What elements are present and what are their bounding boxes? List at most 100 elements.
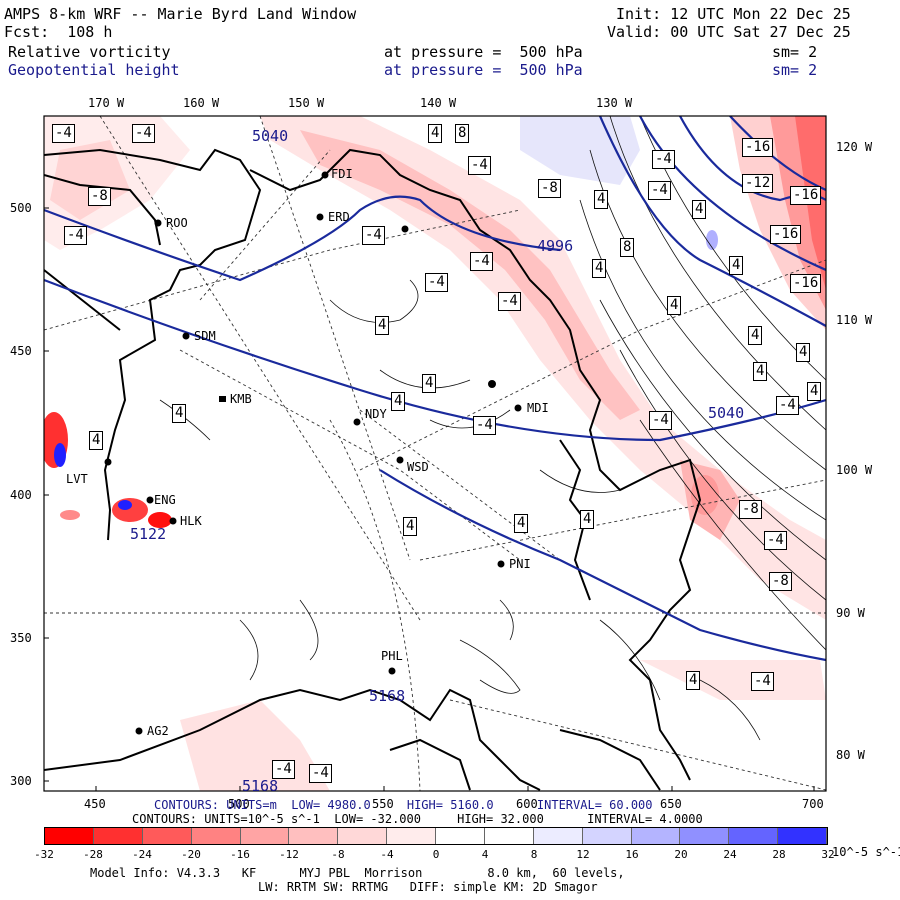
- colorbar-swatch: [680, 828, 730, 844]
- map-field: [44, 116, 826, 791]
- height-contour-info: CONTOURS: UNITS=m LOW= 4980.0 HIGH= 5160…: [154, 798, 653, 812]
- vorticity-label: -4: [498, 292, 521, 311]
- vorticity-label: -4: [473, 416, 496, 435]
- colorbar-swatch: [533, 828, 583, 844]
- vorticity-label: -8: [769, 572, 792, 591]
- vorticity-label: -4: [362, 226, 385, 245]
- colorbar-tick: 12: [576, 848, 590, 861]
- height-label: 5168: [369, 687, 406, 705]
- vorticity-label: 4: [514, 514, 529, 533]
- vorticity-label: -4: [468, 156, 491, 175]
- colorbar: [44, 827, 828, 845]
- colorbar-swatch: [191, 828, 241, 844]
- x-tick-label: 600: [516, 797, 538, 811]
- station-markers: [104, 171, 522, 735]
- vorticity-label: 4: [403, 517, 418, 536]
- vorticity-contours: [159, 116, 826, 741]
- colorbar-swatch: [338, 828, 388, 844]
- vorticity-label: -4: [132, 124, 155, 143]
- model-info: Model Info: V4.3.3 KF MYJ PBL Morrison 8…: [90, 866, 625, 880]
- field1-name: Relative vorticity: [8, 43, 171, 61]
- vorticity-label: -4: [309, 764, 332, 783]
- station-label: MDI: [527, 401, 549, 415]
- x-tick-label: 700: [802, 797, 824, 811]
- vorticity-label: 4: [89, 431, 104, 450]
- vorticity-label: 4: [753, 362, 768, 381]
- colorbar-swatch: [778, 828, 827, 844]
- lon-label-right: 110 W: [836, 313, 873, 327]
- station-label: PNI: [509, 557, 531, 571]
- colorbar-swatch: [582, 828, 632, 844]
- positive-vorticity-area: [520, 116, 640, 185]
- vorticity-label: 4: [807, 382, 822, 401]
- vorticity-label: 8: [620, 238, 635, 257]
- station-label: WSD: [407, 460, 429, 474]
- vorticity-label: 4: [592, 259, 607, 278]
- valid-time: Valid: 00 UTC Sat 27 Dec 25: [607, 23, 851, 41]
- y-tick-label: 300: [10, 774, 32, 788]
- colorbar-tick: 0: [432, 848, 440, 861]
- station-label: HLK: [180, 514, 202, 528]
- height-label: 4996: [537, 237, 574, 255]
- field1-level: at pressure = 500 hPa: [384, 43, 583, 61]
- colorbar-tick: 32: [821, 848, 835, 861]
- station-label: ROO: [166, 216, 188, 230]
- vorticity-label: -16: [790, 186, 822, 205]
- height-label: 5122: [130, 525, 167, 543]
- vorticity-label: -4: [764, 531, 787, 550]
- vorticity-label: -8: [538, 179, 561, 198]
- lon-label-top: 130 W: [596, 96, 633, 110]
- vorticity-label: -8: [88, 187, 111, 206]
- colorbar-swatch: [45, 828, 94, 844]
- vorticity-label: 4: [796, 343, 811, 362]
- lon-label-top: 170 W: [88, 96, 125, 110]
- vorticity-label: 4: [580, 510, 595, 529]
- height-label: 5040: [252, 127, 289, 145]
- vorticity-contour-info: CONTOURS: UNITS=10^-5 s^-1 LOW= -32.000 …: [132, 812, 703, 826]
- vorticity-label: -4: [425, 273, 448, 292]
- vorticity-label: -4: [272, 760, 295, 779]
- height-label: 5040: [708, 404, 745, 422]
- colorbar-tick: 8: [530, 848, 538, 861]
- vorticity-label: -16: [770, 225, 802, 244]
- vorticity-label: 4: [692, 200, 707, 219]
- colorbar-tick: -20: [181, 848, 201, 861]
- lon-label-right: 80 W: [836, 748, 865, 762]
- vorticity-label: -8: [739, 500, 762, 519]
- colorbar-tick: -24: [132, 848, 152, 861]
- station-label: PHL: [381, 649, 403, 663]
- colorbar-tick: 28: [772, 848, 786, 861]
- vorticity-label: -16: [790, 274, 822, 293]
- vorticity-label: -16: [742, 138, 774, 157]
- vorticity-label: 4: [667, 296, 682, 315]
- x-tick-label: 550: [372, 797, 394, 811]
- field2-smoothing: sm= 2: [772, 61, 818, 79]
- field1-smoothing: sm= 2: [772, 43, 818, 61]
- tick-marks: [44, 207, 815, 791]
- x-tick-label: 500: [228, 797, 250, 811]
- colorbar-swatch: [484, 828, 534, 844]
- colorbar-tick: 24: [723, 848, 737, 861]
- coastline: [44, 148, 702, 791]
- station-label: ERD: [328, 210, 350, 224]
- map-title: AMPS 8-km WRF -- Marie Byrd Land Window: [4, 5, 357, 23]
- vorticity-label: 8: [455, 124, 470, 143]
- forecast-hour: Fcst: 108 h: [4, 23, 113, 41]
- vorticity-label: 4: [729, 256, 744, 275]
- vorticity-label: 4: [172, 404, 187, 423]
- station-label: FDI: [331, 167, 353, 181]
- vorticity-label: -4: [64, 226, 87, 245]
- map-frame: [43, 115, 827, 792]
- colorbar-tick: -8: [331, 848, 345, 861]
- vorticity-label: 4: [594, 190, 609, 209]
- vorticity-label: 4: [686, 671, 701, 690]
- colorbar-tick: -4: [380, 848, 394, 861]
- lon-label-top: 140 W: [420, 96, 457, 110]
- vorticity-label: -4: [470, 252, 493, 271]
- lon-label-right: 100 W: [836, 463, 873, 477]
- station-label: SDM: [194, 329, 216, 343]
- lon-label-right: 90 W: [836, 606, 865, 620]
- colorbar-tick: -12: [279, 848, 299, 861]
- y-tick-label: 350: [10, 631, 32, 645]
